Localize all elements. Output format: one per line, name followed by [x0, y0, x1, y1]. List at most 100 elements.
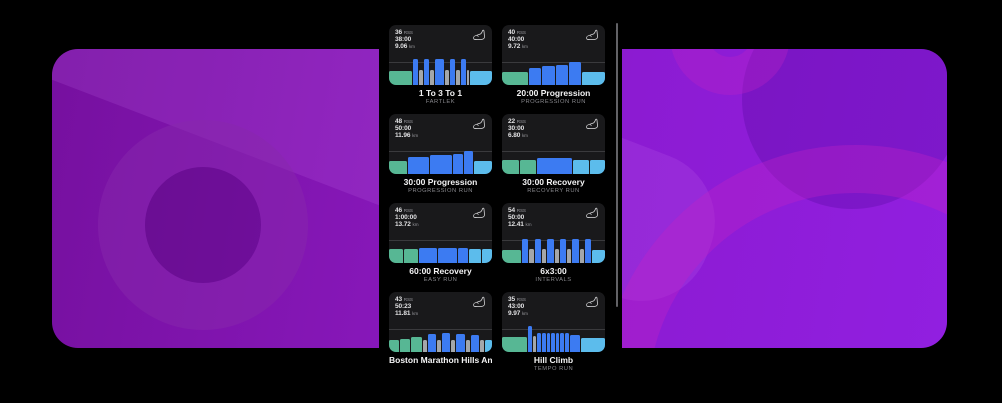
chart-segment-green — [400, 339, 411, 352]
chart-segment-green — [404, 249, 419, 263]
distance-value: 11.96 — [395, 132, 411, 140]
duration-value: 50:23 — [395, 303, 412, 311]
background-ring-left — [98, 120, 308, 330]
chart-segment-blue — [413, 59, 419, 85]
workout-card-surface[interactable]: 35 RSS 43:00 9.97 km — [502, 292, 605, 352]
chart-segment-blue — [546, 333, 551, 352]
distance-unit: km — [412, 133, 419, 139]
chart-segment-green — [502, 72, 528, 85]
chart-segment-blue — [408, 157, 429, 174]
workout-card[interactable]: 43 RSS 50:23 11.81 km Boston Marathon Hi… — [389, 292, 492, 374]
chart-segment-blue — [457, 248, 468, 263]
workout-card[interactable]: 40 RSS 40:00 9.72 km 20:00 Progression P… — [502, 25, 605, 107]
workout-card[interactable]: 48 RSS 50:00 11.96 km 30:00 Progression … — [389, 114, 492, 196]
workout-card-surface[interactable]: 40 RSS 40:00 9.72 km — [502, 25, 605, 85]
shoe-icon — [472, 207, 486, 220]
workout-structure-chart — [389, 325, 492, 352]
distance-value: 11.81 — [395, 310, 411, 318]
chart-segment-gray — [465, 340, 470, 352]
intensity-baseline — [389, 151, 492, 152]
chart-segment-blue — [569, 335, 581, 352]
workout-card-surface[interactable]: 46 RSS 1:00:00 13.72 km — [389, 203, 492, 263]
chart-segment-gray — [455, 70, 460, 85]
chart-segment-blue — [438, 248, 457, 263]
chart-segment-gray — [451, 340, 456, 352]
workout-card-surface[interactable]: 43 RSS 50:23 11.81 km — [389, 292, 492, 352]
chart-segment-green — [389, 71, 413, 85]
workout-title: 1 To 3 To 1 — [418, 88, 463, 98]
chart-segment-gray — [567, 249, 572, 263]
workout-subtitle: TEMPO RUN — [533, 366, 574, 372]
chart-segment-green — [502, 160, 519, 174]
intensity-baseline — [502, 329, 605, 330]
chart-segment-green — [502, 337, 527, 352]
workout-card-surface[interactable]: 54 RSS 50:00 12.41 km — [502, 203, 605, 263]
workout-subtitle: PROGRESSION RUN — [521, 99, 586, 105]
chart-segment-green — [502, 250, 522, 263]
chart-segment-blue — [568, 62, 582, 85]
distance-value: 9.72 — [508, 43, 521, 51]
workout-subtitle: PROGRESSION RUN — [408, 188, 473, 194]
scrollbar-thumb[interactable] — [616, 23, 618, 307]
chart-segment-blue — [559, 239, 567, 263]
rss-unit: RSS — [516, 208, 526, 213]
workout-subtitle: FARTLEK — [425, 99, 456, 105]
workout-card-surface[interactable]: 22 RSS 30:00 6.80 km — [502, 114, 605, 174]
chart-segment-blue — [453, 154, 463, 174]
workout-title: 30:00 Progression — [403, 177, 478, 187]
distance-unit: km — [521, 44, 528, 50]
workout-structure-chart — [502, 58, 605, 85]
rss-unit: RSS — [403, 208, 413, 213]
chart-segment-blue — [584, 239, 592, 263]
chart-segment-lightblue — [469, 71, 492, 85]
workout-card[interactable]: 35 RSS 43:00 9.97 km Hill Climb TEMPO RU… — [502, 292, 605, 374]
intensity-baseline — [502, 151, 605, 152]
chart-segment-lightblue — [481, 249, 492, 263]
chart-segment-green — [389, 249, 404, 263]
workout-stats: 54 RSS 50:00 12.41 km — [508, 207, 532, 229]
chart-segment-lightblue — [581, 338, 605, 352]
workout-card-surface[interactable]: 48 RSS 50:00 11.96 km — [389, 114, 492, 174]
workout-card[interactable]: 46 RSS 1:00:00 13.72 km 60:00 Recovery E… — [389, 203, 492, 285]
shoe-icon — [472, 118, 486, 131]
chart-segment-gray — [436, 340, 442, 352]
workout-subtitle: RECOVERY RUN — [527, 188, 580, 194]
chart-segment-blue — [449, 59, 455, 85]
rss-value: 36 — [395, 29, 403, 36]
chart-segment-green — [519, 160, 537, 174]
chart-segment-blue — [555, 65, 568, 85]
workout-card[interactable]: 54 RSS 50:00 12.41 km 6x3:00 INTERVALS — [502, 203, 605, 285]
chart-segment-gray — [444, 70, 449, 85]
distance-unit: km — [521, 311, 528, 317]
chart-segment-blue — [442, 333, 451, 352]
workout-subtitle: INTERVALS — [535, 277, 572, 283]
rss-value: 35 — [508, 296, 516, 303]
shoe-icon — [472, 29, 486, 42]
workout-title: 30:00 Recovery — [522, 177, 585, 187]
distance-value: 9.06 — [395, 43, 408, 51]
workout-card-surface[interactable]: 36 RSS 38:00 9.06 km — [389, 25, 492, 85]
chart-segment-lightblue — [468, 249, 481, 263]
chart-segment-gray — [419, 70, 424, 85]
rss-unit: RSS — [516, 119, 526, 124]
rss-value: 40 — [508, 29, 516, 36]
chart-segment-blue — [522, 239, 529, 263]
distance-unit: km — [408, 44, 415, 50]
workout-stats: 35 RSS 43:00 9.97 km — [508, 296, 528, 318]
chart-segment-blue — [560, 333, 565, 352]
chart-segment-lightblue — [592, 250, 605, 263]
workout-library-panel: 36 RSS 38:00 9.06 km 1 To 3 To 1 FARTLEK… — [379, 0, 622, 403]
workout-title: Boston Marathon Hills And... — [389, 355, 492, 365]
duration-value: 30:00 — [508, 125, 525, 133]
chart-segment-blue — [551, 333, 555, 352]
workout-card[interactable]: 22 RSS 30:00 6.80 km 30:00 Recovery RECO… — [502, 114, 605, 196]
distance-value: 9.97 — [508, 310, 521, 318]
workout-subtitle: EASY RUN — [423, 277, 458, 283]
workout-stats: 40 RSS 40:00 9.72 km — [508, 29, 528, 51]
chart-segment-blue — [419, 248, 438, 263]
workout-stats: 48 RSS 50:00 11.96 km — [395, 118, 418, 140]
distance-unit: km — [412, 222, 419, 228]
workout-card[interactable]: 36 RSS 38:00 9.06 km 1 To 3 To 1 FARTLEK — [389, 25, 492, 107]
chart-segment-gray — [422, 340, 427, 352]
chart-segment-gray — [533, 336, 537, 352]
